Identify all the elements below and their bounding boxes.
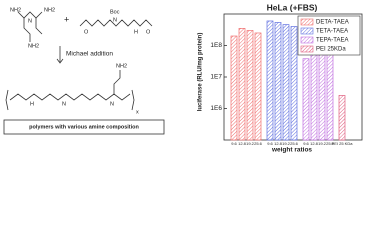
bar	[310, 48, 318, 141]
y-tick-label: 1E7	[210, 74, 222, 81]
legend-swatch	[300, 27, 314, 35]
legend-swatch	[300, 45, 314, 53]
plus: +	[64, 14, 69, 24]
atom-label: NH2	[116, 63, 127, 69]
bond	[79, 19, 153, 27]
y-tick-label: 1E6	[210, 105, 222, 112]
y-tick-label: 1E8	[210, 42, 222, 49]
bar	[338, 95, 346, 141]
atom-label: N	[113, 17, 117, 23]
bracket	[5, 89, 135, 111]
bond	[35, 18, 43, 35]
bond	[23, 18, 31, 42]
x-tick-label: 25.6	[290, 141, 299, 146]
x-tick-label: 25.6	[326, 141, 335, 146]
x-axis-label: weight ratios	[271, 147, 312, 154]
bar	[254, 32, 262, 141]
x-tick-label: 12.8	[310, 141, 319, 146]
arrow-head	[56, 58, 64, 64]
arrow-label: Michael addition	[66, 51, 113, 58]
atom-label: N	[110, 101, 114, 107]
legend-label: PEI 25KDa	[316, 47, 346, 53]
page: NH2 NH2 N NH2 Boc N O O H + Michael addi…	[3, 2, 363, 154]
atom-label: H	[134, 29, 138, 35]
bar	[246, 30, 254, 141]
bond	[17, 11, 43, 19]
atom-label: O	[84, 29, 89, 35]
legend-swatch	[300, 18, 314, 26]
atom-label: Boc	[110, 9, 120, 15]
bond	[9, 93, 131, 101]
product-label: polymers with various amine composition	[29, 124, 139, 130]
legend-label: TETA-TAEA	[316, 29, 348, 35]
atom-label: N	[62, 101, 66, 107]
legend-swatch	[300, 36, 314, 44]
x-tick-label: 9.6	[303, 141, 309, 146]
scheme	[3, 11, 165, 135]
chart-title: HeLa (+FBS)	[267, 2, 318, 12]
atom-label: NH2	[44, 7, 55, 13]
x-tick-label: 25.6	[254, 141, 263, 146]
atom-label: H	[30, 101, 34, 107]
x-tick-label: PEI 25 KDa	[332, 141, 354, 146]
x-tick-label: 19.2	[246, 141, 255, 146]
bar	[326, 45, 334, 141]
bond	[113, 70, 121, 94]
x-tick-label: 9.6	[267, 141, 273, 146]
x-tick-label: 9.6	[231, 141, 237, 146]
legend-label: TEPA-TAEA	[316, 38, 348, 44]
x-tick-label: 12.8	[238, 141, 247, 146]
x-tick-label: 19.2	[282, 141, 291, 146]
atom-label: N	[28, 18, 32, 24]
bar	[318, 42, 326, 141]
atom-label: NH2	[10, 7, 21, 13]
scheme-text: NH2 NH2 N NH2 Boc N O O H + Michael addi…	[10, 7, 151, 130]
y-axis-label: luciferase (RLU/mg protein)	[198, 33, 204, 112]
legend-label: DETA-TAEA	[316, 20, 349, 26]
figure: NH2 NH2 N NH2 Boc N O O H + Michael addi…	[3, 2, 363, 154]
atom-label: NH2	[28, 43, 39, 49]
bar	[274, 22, 282, 141]
bar	[238, 28, 246, 141]
bar	[290, 26, 298, 141]
bar	[230, 35, 238, 141]
x-tick-label: 12.8	[274, 141, 283, 146]
bar	[282, 24, 290, 141]
atom-label: O	[146, 29, 151, 35]
x-tick-label: 19.2	[318, 141, 327, 146]
atom-label: x	[136, 109, 139, 115]
bar	[302, 58, 310, 141]
bar	[266, 20, 274, 141]
label-box	[3, 119, 165, 135]
